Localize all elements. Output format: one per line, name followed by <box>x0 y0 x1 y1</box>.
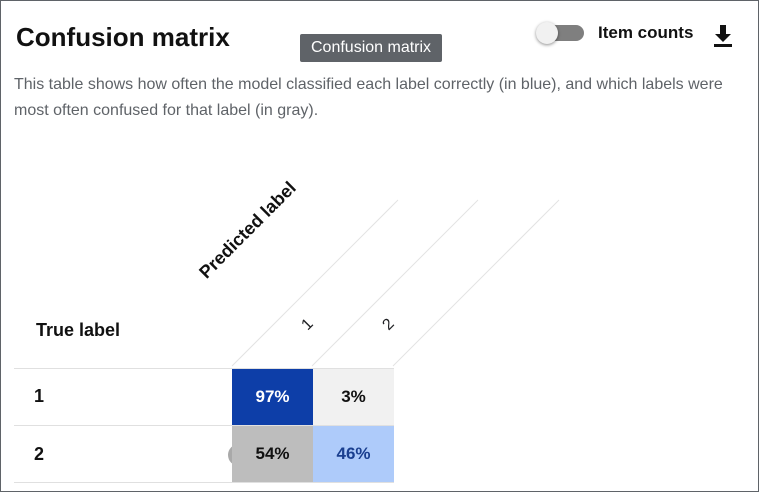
matrix-cell-1-2[interactable]: 3% <box>313 369 394 425</box>
true-label-header: True label <box>36 320 121 340</box>
panel-title: Confusion matrix <box>16 22 230 52</box>
item-counts-label[interactable]: Item counts <box>598 23 694 42</box>
item-counts-toggle[interactable] <box>536 22 586 44</box>
row-label-2: 2 <box>34 444 45 464</box>
matrix-cell-2-1[interactable]: 54% <box>232 426 313 482</box>
download-icon[interactable] <box>712 24 734 48</box>
row-divider <box>14 482 394 483</box>
row-divider <box>14 368 394 369</box>
row-divider <box>14 425 394 426</box>
toggle-thumb[interactable] <box>536 22 558 44</box>
description-text: This table shows how often the model cla… <box>14 76 723 119</box>
matrix-cell-1-1[interactable]: 97% <box>232 369 313 425</box>
row-label-1: 1 <box>34 386 45 406</box>
tooltip: Confusion matrix <box>300 34 443 62</box>
matrix-cell-2-2[interactable]: 46% <box>313 426 394 482</box>
